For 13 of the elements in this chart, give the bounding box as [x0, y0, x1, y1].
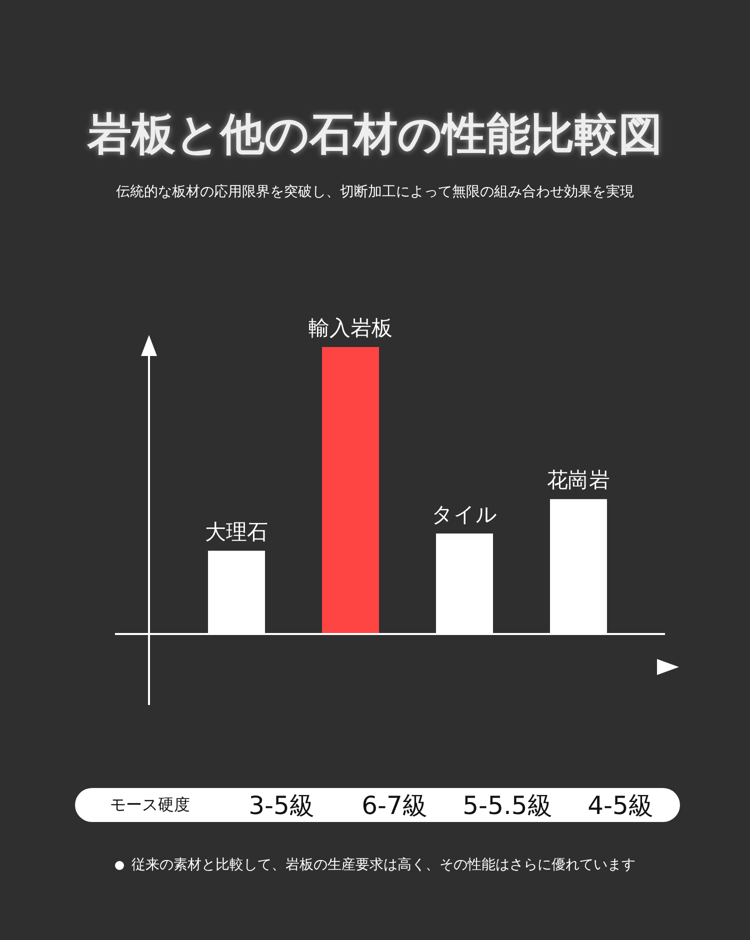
x-tick-label: 輸入岩板	[308, 316, 392, 340]
x-tick-label: タイル	[432, 502, 498, 527]
chart-subtitle: 伝統的な板材の応用限界を突破し、切断加工によって無限の組み合わせ効果を実現	[115, 183, 635, 201]
text: 3-5級	[248, 790, 316, 822]
text: 従来の素材と比較して、岩板の生産要求は高く、その性能はさらに優れています	[132, 856, 636, 874]
text: 6-7級	[360, 790, 428, 822]
x-tick-label: 大理石	[205, 520, 268, 544]
chart-title: 岩板と他の石材の性能比較図	[86, 108, 664, 162]
text: モース硬度	[109, 794, 191, 816]
text: 5-5.5級	[462, 790, 554, 822]
x-tick-label: 花崗岩	[547, 468, 610, 492]
bar	[322, 347, 379, 634]
text: 4-5級	[586, 790, 654, 822]
